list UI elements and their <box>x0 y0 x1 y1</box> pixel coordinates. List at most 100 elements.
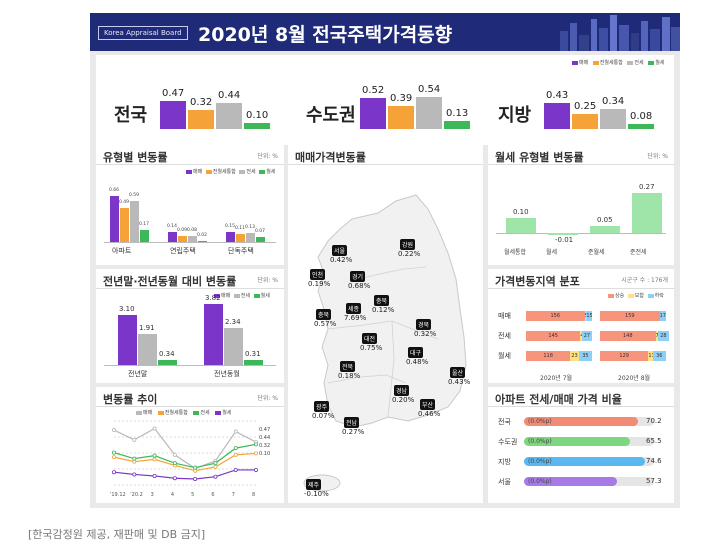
headline-value: 0.39 <box>390 92 413 104</box>
infographic-frame: Korea Appraisal Board 2020년 8월 전국주택가격동향 … <box>90 13 680 508</box>
divider <box>488 164 674 165</box>
rent-bar <box>506 218 536 233</box>
cumulative-category-label: 전년말 <box>128 370 148 378</box>
card-title: 월세 유형별 변동률 <box>495 151 584 164</box>
distribution-stack: 156515 <box>526 311 592 321</box>
trend-end-label: 0.10 <box>259 451 270 457</box>
trend-x-tick: '20.2 <box>130 492 143 498</box>
type-bar-value: 0.08 <box>187 228 198 234</box>
map-region-value: 0.57% <box>314 320 337 328</box>
region-name: 수도권 <box>306 105 356 126</box>
headline-bar <box>388 105 414 129</box>
infographic-title: 2020년 8월 전국주택가격동향 <box>198 24 453 46</box>
rent-category-label: 준월세 <box>588 249 605 256</box>
distribution-segment: 23 <box>570 351 579 361</box>
type-bar-value: 0.15 <box>225 223 236 229</box>
distribution-segment: 129 <box>600 351 649 361</box>
distribution-stack: 118 23 35 <box>526 351 592 361</box>
rent-bar <box>548 233 578 235</box>
map-region-tag: 세종 <box>346 303 362 314</box>
trend-point <box>111 428 116 433</box>
map-region-value: 0.43% <box>448 378 471 386</box>
ratio-bar <box>524 437 631 446</box>
headline-bar <box>188 109 214 129</box>
cumulative-bar <box>204 303 223 365</box>
city-skyline-illustration <box>560 15 680 51</box>
type-bar-value: 0.13 <box>245 224 256 230</box>
map-region-value: 0.07% <box>312 412 335 420</box>
type-bar <box>178 235 187 242</box>
cumulative-bar <box>158 359 177 365</box>
rent-value: 0.27 <box>639 182 655 191</box>
map-region-value: 0.75% <box>360 344 383 352</box>
ratio-bar <box>524 417 639 426</box>
map-region-value: 0.46% <box>418 410 441 418</box>
type-bar-value: 0.02 <box>197 232 208 238</box>
ratio-value: 74.6 <box>646 457 662 465</box>
legend-label: 전월세통합 <box>599 60 623 66</box>
ratio-change-tag: (0.0%p) <box>528 438 552 445</box>
map-region-tag: 강원 <box>400 239 416 250</box>
headline-bar <box>572 114 598 129</box>
baseline <box>104 242 276 243</box>
legend-label: 전월세통합 <box>164 410 188 416</box>
trend-x-tick: 6 <box>211 492 214 498</box>
type-bar <box>256 237 265 242</box>
ratio-change-tag: (0.0%p) <box>528 478 552 485</box>
legend-label: 매매 <box>221 293 231 299</box>
divider <box>96 288 284 289</box>
map-region-tag: 제주 <box>306 479 322 490</box>
trend-series-line <box>113 427 257 470</box>
cumulative-value: 0.34 <box>159 349 175 358</box>
distribution-segment: 36 <box>652 351 666 361</box>
trend-x-tick: 4 <box>171 492 174 498</box>
unit-label: 단위: % <box>257 395 278 402</box>
type-bar-value: 0.66 <box>109 187 120 193</box>
cumulative-change-card: 전년말·전년동월 대비 변동률 단위: % 매매 전세 월세 3.10 1.91 0… <box>96 269 284 383</box>
map-region-tag: 부산 <box>420 399 436 410</box>
type-bar-value: 0.14 <box>167 224 178 230</box>
trend-point <box>152 453 157 458</box>
map-region-value: 0.68% <box>348 282 371 290</box>
rent-category-label: 월세통합 <box>504 249 527 256</box>
map-region-value: 0.42% <box>330 256 353 264</box>
distribution-legend: 상승 보합 하락 <box>608 292 664 299</box>
headline-legend: 매매 전월세통합 전세 월세 <box>572 59 664 66</box>
map-region-value: 0.19% <box>308 280 331 288</box>
trend-point <box>193 476 198 481</box>
map-region-value: 0.48% <box>406 358 429 366</box>
headline-bar <box>216 102 242 129</box>
distribution-stack: 148 7 28 <box>600 331 669 341</box>
legend-label: 월세 <box>655 60 665 66</box>
card-title: 가격변동지역 분포 <box>495 275 580 288</box>
divider <box>96 406 284 407</box>
card-title: 아파트 전세/매매 가격 비율 <box>495 393 622 406</box>
map-region-tag: 전북 <box>340 361 356 372</box>
divider <box>488 406 674 407</box>
ratio-track <box>524 477 654 486</box>
rent-value: 0.05 <box>597 215 613 224</box>
map-region-tag: 울산 <box>450 367 466 378</box>
ratio-bar <box>524 477 618 486</box>
baseline <box>104 365 276 366</box>
distribution-segment: 27 <box>581 331 592 341</box>
legend-label: 매매 <box>579 60 589 66</box>
trend-point <box>233 446 238 451</box>
unit-label: 단위: % <box>257 277 278 284</box>
map-region-tag: 충북 <box>374 295 390 306</box>
divider <box>288 164 483 165</box>
headline-value: 0.43 <box>546 90 569 102</box>
legend-label: 전세 <box>240 293 250 299</box>
legend-label: 월세 <box>222 410 232 416</box>
trend-point <box>132 456 137 461</box>
title-banner: Korea Appraisal Board 2020년 8월 전국주택가격동향 <box>90 13 680 51</box>
trend-point <box>213 461 218 466</box>
ratio-value: 70.2 <box>646 417 662 425</box>
legend-label: 하락 <box>654 293 664 299</box>
headline-value: 0.25 <box>574 101 597 112</box>
divider <box>488 288 674 289</box>
trend-point <box>193 465 198 470</box>
rent-category-label: 월세 <box>546 249 558 256</box>
trend-point <box>253 467 258 472</box>
cumulative-value: 3.10 <box>119 305 135 314</box>
